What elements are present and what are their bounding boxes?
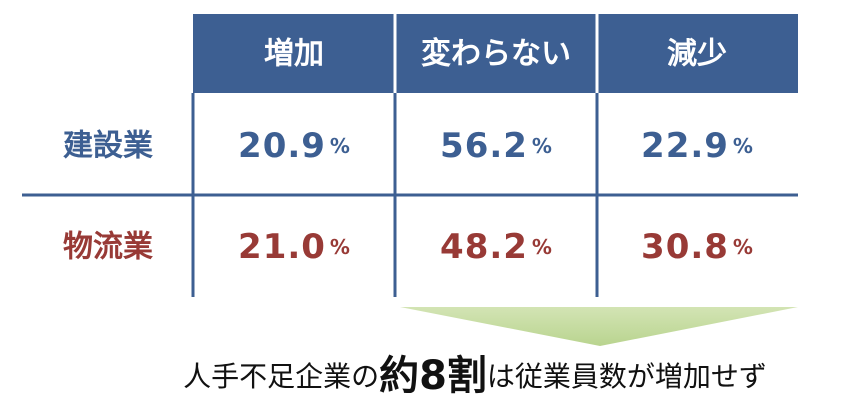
caption-part: は従業員数が増加せず	[487, 360, 767, 393]
caption-part: 人手不足企業の	[183, 360, 379, 393]
column-header: 減少	[667, 37, 727, 72]
cell-value: 21.0	[238, 227, 326, 267]
down-arrow	[400, 307, 798, 346]
cell-unit: %	[733, 235, 753, 259]
column-header: 増加	[264, 37, 324, 72]
cell: 22.9%	[641, 126, 753, 166]
cell-value: 20.9	[238, 126, 326, 166]
cell-unit: %	[330, 235, 350, 259]
row-label: 物流業	[63, 230, 153, 265]
cell-value: 48.2	[440, 227, 528, 267]
header-band	[193, 14, 798, 93]
row-label: 建設業	[63, 129, 153, 164]
caption: 人手不足企業の約8割は従業員数が増加せず	[183, 353, 767, 399]
cell: 20.9%	[238, 126, 350, 166]
cell-unit: %	[532, 235, 552, 259]
column-header: 変わらない	[421, 37, 571, 72]
cell: 56.2%	[440, 126, 552, 166]
grid	[22, 93, 798, 297]
cell-value: 56.2	[440, 126, 528, 166]
cell-value: 30.8	[641, 227, 729, 267]
cell: 21.0%	[238, 227, 350, 267]
cell: 30.8%	[641, 227, 753, 267]
cell-unit: %	[733, 134, 753, 158]
caption-part: 約8割	[379, 353, 487, 399]
cell-value: 22.9	[641, 126, 729, 166]
cell-unit: %	[532, 134, 552, 158]
cell-unit: %	[330, 134, 350, 158]
cell: 48.2%	[440, 227, 552, 267]
